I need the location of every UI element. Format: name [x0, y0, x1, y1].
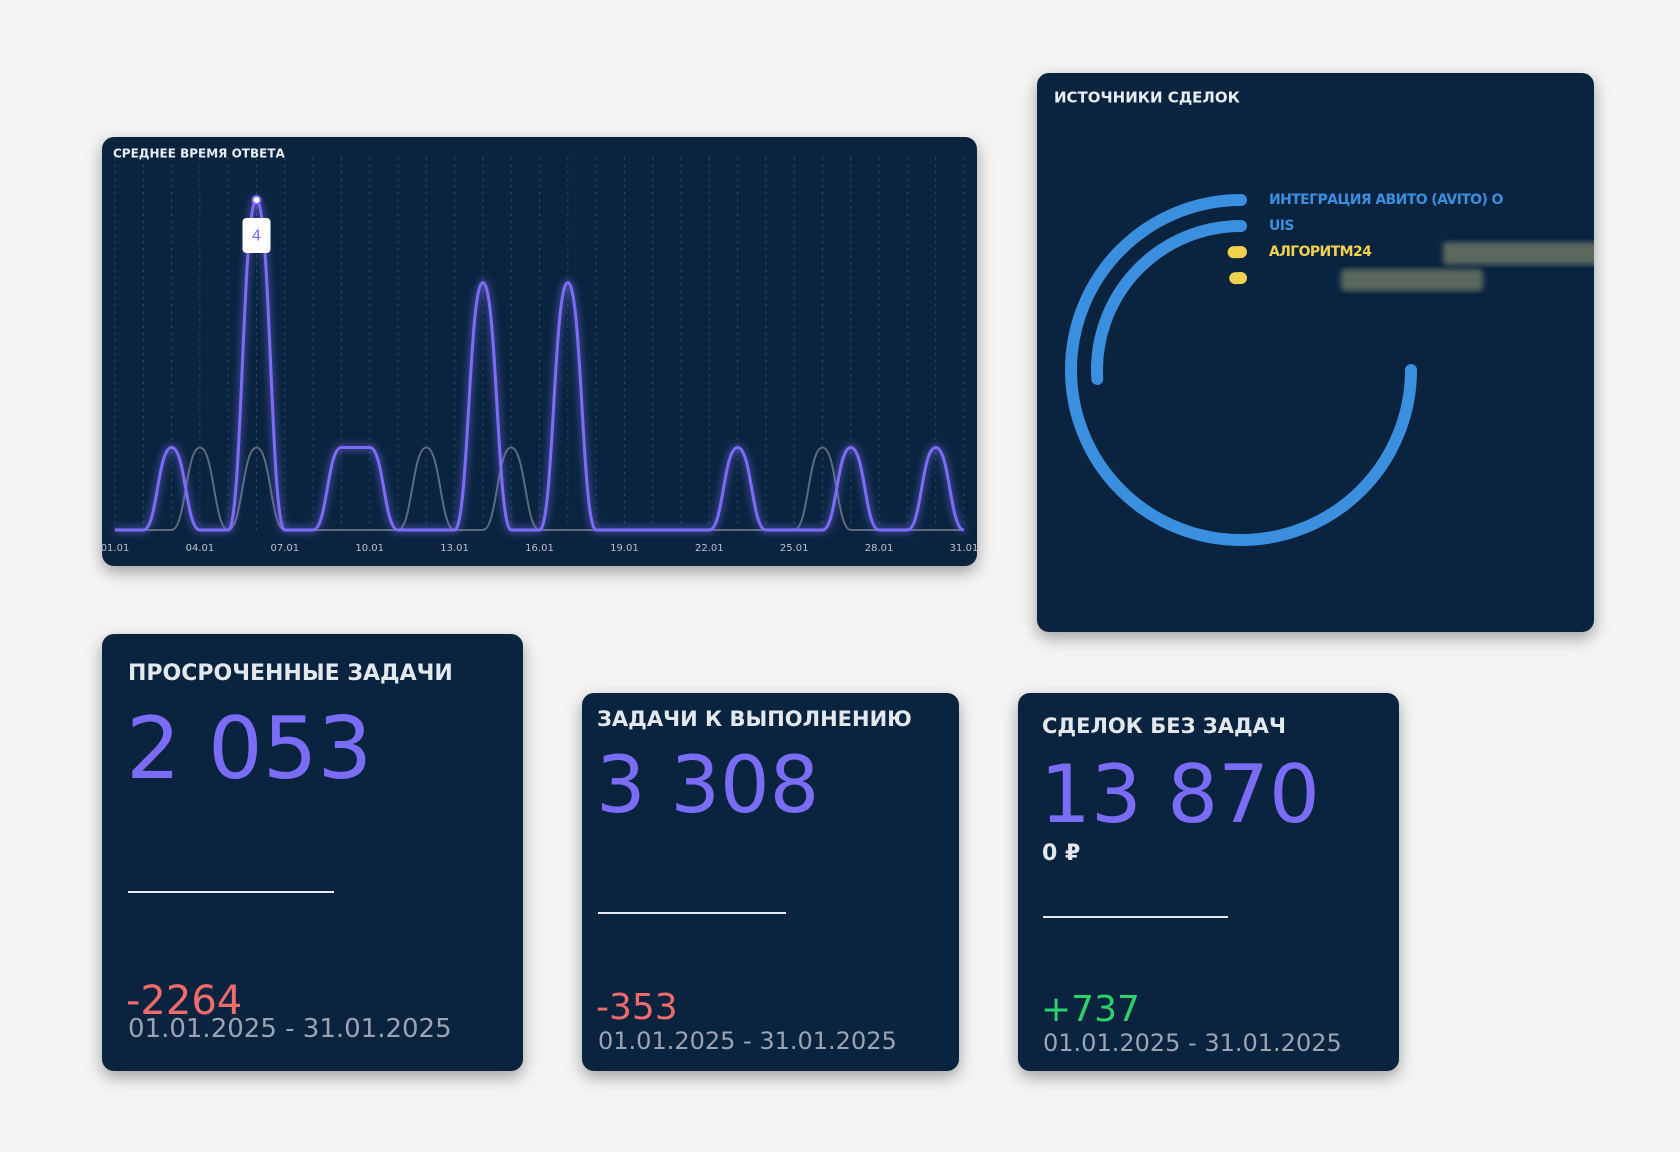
kpi-period: 01.01.2025 - 31.01.2025 — [128, 1014, 452, 1044]
x-tick-label: 25.01 — [780, 543, 809, 554]
x-tick-label: 01.01 — [102, 543, 129, 554]
legend-label: UIS — [1269, 218, 1294, 234]
radial-bar — [1091, 220, 1247, 386]
kpi-value: 3 308 — [596, 741, 820, 831]
x-tick-label: 13.01 — [440, 543, 469, 554]
kpi-card: ПРОСРОЧЕННЫЕ ЗАДАЧИ 2 053 -2264 01.01.20… — [102, 634, 523, 1071]
kpi-delta: -2264 — [126, 978, 243, 1024]
x-tick-label: 22.01 — [695, 543, 724, 554]
chart-title: ИСТОЧНИКИ СДЕЛОК — [1054, 89, 1241, 107]
kpi-value: 2 053 — [126, 699, 373, 799]
x-tick-label: 16.01 — [525, 543, 554, 554]
separator — [128, 891, 334, 893]
deal-sources-card: ИСТОЧНИКИ СДЕЛОК ИНТЕГРАЦИЯ АВИТО (AVITO… — [1037, 73, 1594, 632]
kpi-title: ЗАДАЧИ К ВЫПОЛНЕНИЮ — [597, 707, 912, 731]
x-tick-label: 19.01 — [610, 543, 639, 554]
tooltip-value: 4 — [252, 227, 262, 245]
kpi-delta: +737 — [1041, 989, 1140, 1030]
line-series — [115, 446, 964, 532]
x-tick-label: 04.01 — [186, 543, 215, 554]
x-tick-label: 28.01 — [865, 543, 894, 554]
x-tick-label: 07.01 — [270, 543, 299, 554]
kpi-title: ПРОСРОЧЕННЫЕ ЗАДАЧИ — [128, 661, 453, 686]
blurred-label — [1443, 242, 1594, 265]
kpi-card: СДЕЛОК БЕЗ ЗАДАЧ 13 870 0 ₽ +737 01.01.2… — [1018, 693, 1399, 1071]
x-tick-label: 10.01 — [355, 543, 384, 554]
separator — [1043, 916, 1228, 918]
blurred-label — [1341, 269, 1483, 291]
hover-point — [251, 195, 262, 205]
kpi-period: 01.01.2025 - 31.01.2025 — [598, 1027, 897, 1055]
kpi-period: 01.01.2025 - 31.01.2025 — [1043, 1029, 1342, 1057]
kpi-delta: -353 — [596, 987, 678, 1028]
tooltip — [242, 218, 271, 253]
response-time-card: СРЕДНЕЕ ВРЕМЯ ОТВЕТА 01.01 04.01 07.01 10.0… — [102, 137, 977, 566]
kpi-sum: 0 ₽ — [1042, 841, 1081, 866]
kpi-card: ЗАДАЧИ К ВЫПОЛНЕНИЮ 3 308 -353 01.01.202… — [582, 693, 959, 1071]
chart-title: СРЕДНЕЕ ВРЕМЯ ОТВЕТА — [113, 147, 286, 161]
kpi-title: СДЕЛОК БЕЗ ЗАДАЧ — [1042, 714, 1286, 738]
legend-label: ИНТЕГРАЦИЯ АВИТО (AVITO) О — [1269, 192, 1504, 208]
line-series — [115, 198, 965, 532]
separator — [598, 912, 786, 914]
kpi-value: 13 870 — [1040, 748, 1320, 841]
x-tick-label: 31.01 — [950, 543, 977, 554]
line-chart: СРЕДНЕЕ ВРЕМЯ ОТВЕТА 01.01 04.01 07.01 10.0… — [102, 147, 977, 555]
legend-label: АЛГОРИТМ24 — [1269, 244, 1372, 260]
radial-bar — [1065, 194, 1417, 546]
radial-chart: ИСТОЧНИКИ СДЕЛОК ИНТЕГРАЦИЯ АВИТО (AVITO… — [1054, 89, 1594, 546]
